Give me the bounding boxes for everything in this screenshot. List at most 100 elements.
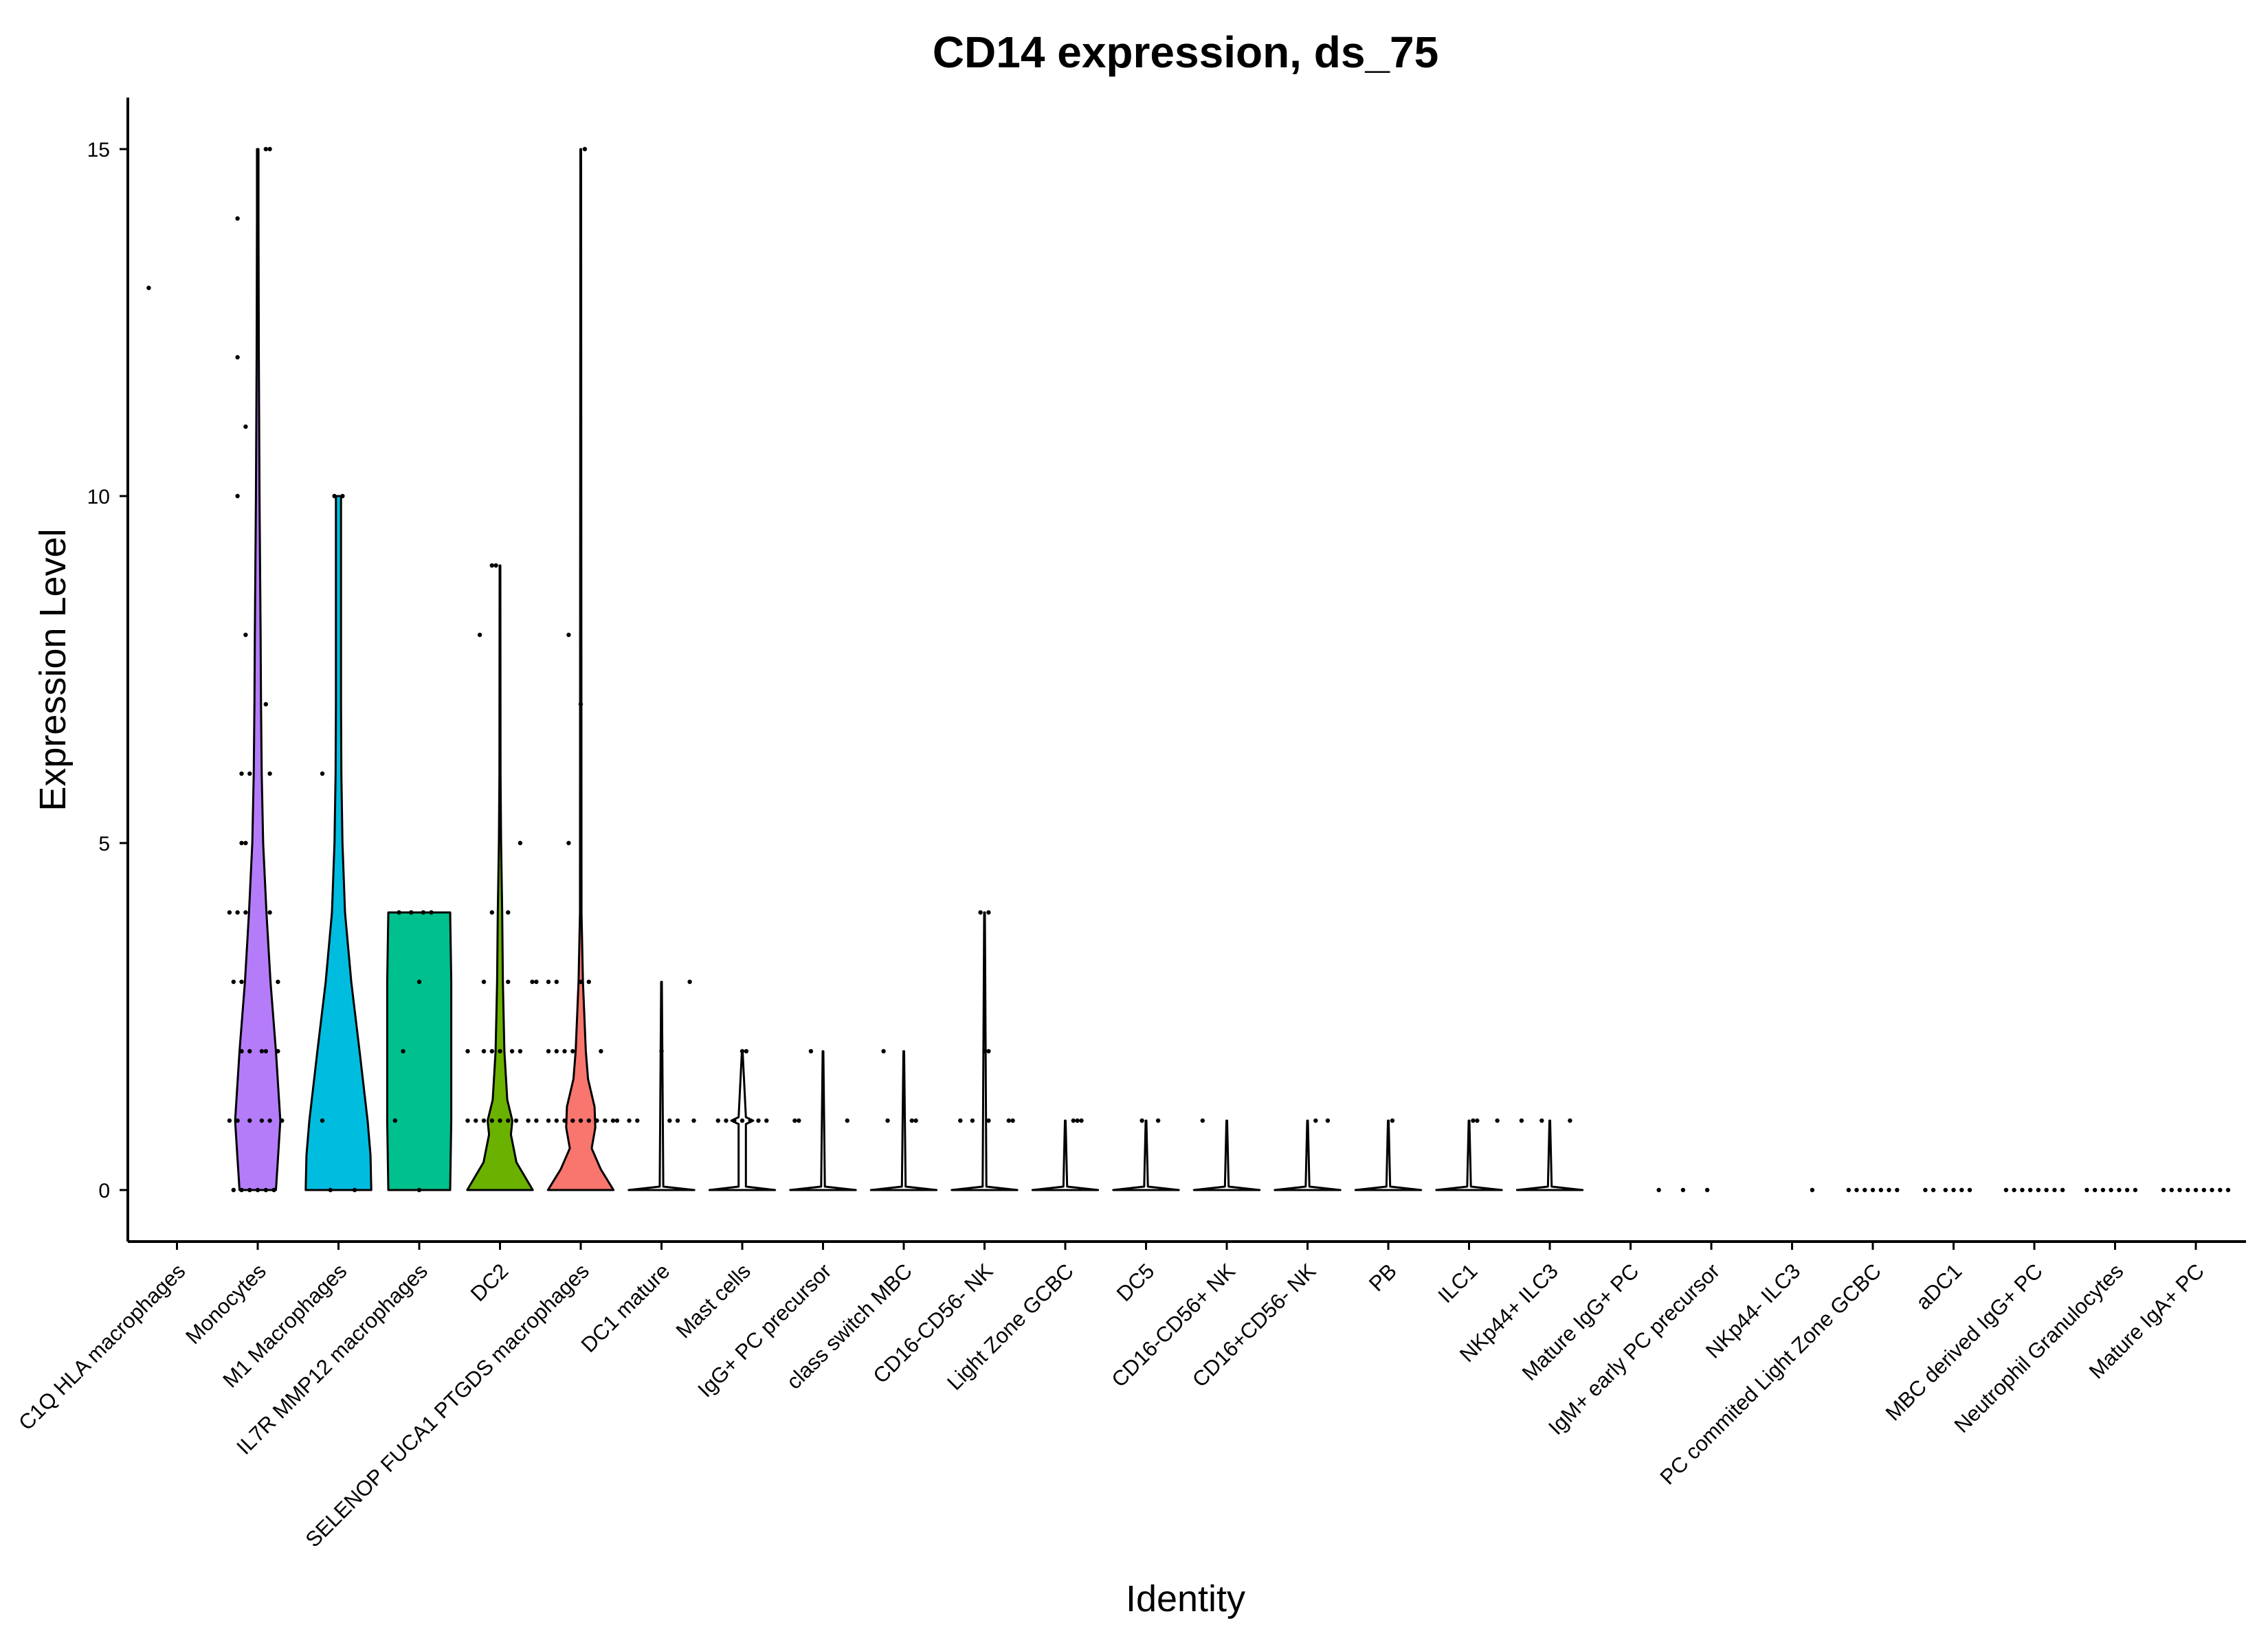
- data-point: [2036, 1187, 2041, 1193]
- data-point: [401, 1048, 405, 1054]
- data-point: [530, 979, 535, 985]
- data-point: [1568, 1118, 1572, 1123]
- data-point: [263, 1187, 268, 1193]
- data-point: [509, 1048, 515, 1054]
- data-point: [1539, 1118, 1544, 1123]
- data-point: [562, 1048, 567, 1054]
- data-point: [534, 1118, 539, 1123]
- data-point: [881, 1048, 886, 1054]
- data-point: [2169, 1187, 2174, 1193]
- data-point: [243, 632, 248, 638]
- data-point: [578, 979, 583, 985]
- data-point: [982, 1048, 987, 1054]
- data-point: [2052, 1187, 2057, 1193]
- data-point: [958, 1118, 963, 1123]
- data-point: [493, 563, 498, 568]
- data-point: [715, 1118, 721, 1123]
- y-axis-title: Expression Level: [32, 528, 74, 811]
- data-point: [2133, 1187, 2138, 1193]
- data-point: [1390, 1118, 1395, 1123]
- data-point: [986, 910, 991, 915]
- data-point: [1519, 1118, 1524, 1123]
- violin-16: [1435, 1119, 1503, 1191]
- data-point: [546, 979, 551, 985]
- data-point: [1923, 1187, 1928, 1193]
- data-point: [239, 1187, 244, 1193]
- data-point: [518, 840, 523, 846]
- violin-layer: [234, 148, 1584, 1191]
- y-axis-ticks: 0 5 10 15: [87, 139, 128, 1202]
- data-point: [756, 1118, 761, 1123]
- data-point: [2044, 1187, 2049, 1193]
- data-point: [263, 702, 268, 707]
- data-point: [2210, 1187, 2214, 1193]
- data-point: [255, 1187, 260, 1193]
- data-point: [970, 1118, 975, 1123]
- data-point: [582, 146, 588, 152]
- x-tick-label: Neutrophil Granulocytes: [1950, 1259, 2128, 1437]
- data-point: [578, 1118, 583, 1123]
- data-point: [320, 771, 325, 776]
- data-point: [235, 216, 240, 221]
- data-point: [1878, 1187, 1883, 1193]
- data-point: [227, 910, 232, 915]
- data-point: [792, 1118, 797, 1123]
- data-point: [513, 1118, 519, 1123]
- data-point: [2109, 1187, 2113, 1193]
- data-point: [2084, 1187, 2089, 1193]
- violin-8: [789, 1050, 857, 1191]
- data-point: [498, 1048, 502, 1054]
- data-point: [352, 1187, 357, 1193]
- data-point: [1967, 1187, 1972, 1193]
- data-point: [1475, 1118, 1480, 1123]
- data-point: [1139, 1118, 1144, 1123]
- data-point: [518, 1048, 523, 1054]
- x-tick-label: Mast cells: [671, 1259, 755, 1343]
- data-point: [227, 1118, 232, 1123]
- data-point: [570, 1048, 575, 1054]
- data-point: [1075, 1118, 1080, 1123]
- data-point: [235, 355, 240, 360]
- data-point: [562, 1118, 567, 1123]
- data-point: [259, 1118, 265, 1123]
- data-point: [1959, 1187, 1964, 1193]
- data-point: [691, 1118, 696, 1123]
- data-point: [239, 840, 244, 846]
- x-tick-label: SELENOP FUCA1 PTGDS macrophages: [301, 1259, 594, 1551]
- data-point: [1200, 1118, 1205, 1123]
- x-tick-label: DC2: [466, 1259, 513, 1306]
- violin-6: [627, 980, 696, 1191]
- data-point: [586, 979, 591, 985]
- data-point: [2193, 1187, 2199, 1193]
- data-point: [526, 1118, 531, 1123]
- data-point: [913, 1118, 918, 1123]
- data-point: [2020, 1187, 2025, 1193]
- data-point: [506, 910, 511, 915]
- data-point: [2186, 1187, 2190, 1193]
- data-point: [2092, 1187, 2098, 1193]
- violin-3: [386, 911, 453, 1191]
- data-point: [1313, 1118, 1318, 1123]
- data-point: [554, 1048, 559, 1054]
- data-point: [392, 1118, 397, 1123]
- data-point: [263, 146, 268, 152]
- violin-15: [1354, 1119, 1423, 1191]
- data-point: [489, 1048, 494, 1054]
- data-point: [477, 632, 482, 638]
- data-point: [429, 910, 434, 915]
- data-point: [732, 1118, 737, 1123]
- data-point: [845, 1118, 850, 1123]
- data-point: [675, 1118, 680, 1123]
- data-point: [2177, 1187, 2182, 1193]
- data-point: [744, 1048, 749, 1054]
- data-point: [235, 1118, 240, 1123]
- data-point: [570, 1118, 575, 1123]
- data-point: [1951, 1187, 1956, 1193]
- violin-5: [546, 148, 615, 1191]
- data-point: [481, 1118, 487, 1123]
- violin-13: [1192, 1119, 1261, 1191]
- data-point: [1931, 1187, 1936, 1193]
- data-point: [1495, 1118, 1500, 1123]
- violin-11: [1031, 1119, 1100, 1191]
- data-point: [1010, 1118, 1015, 1123]
